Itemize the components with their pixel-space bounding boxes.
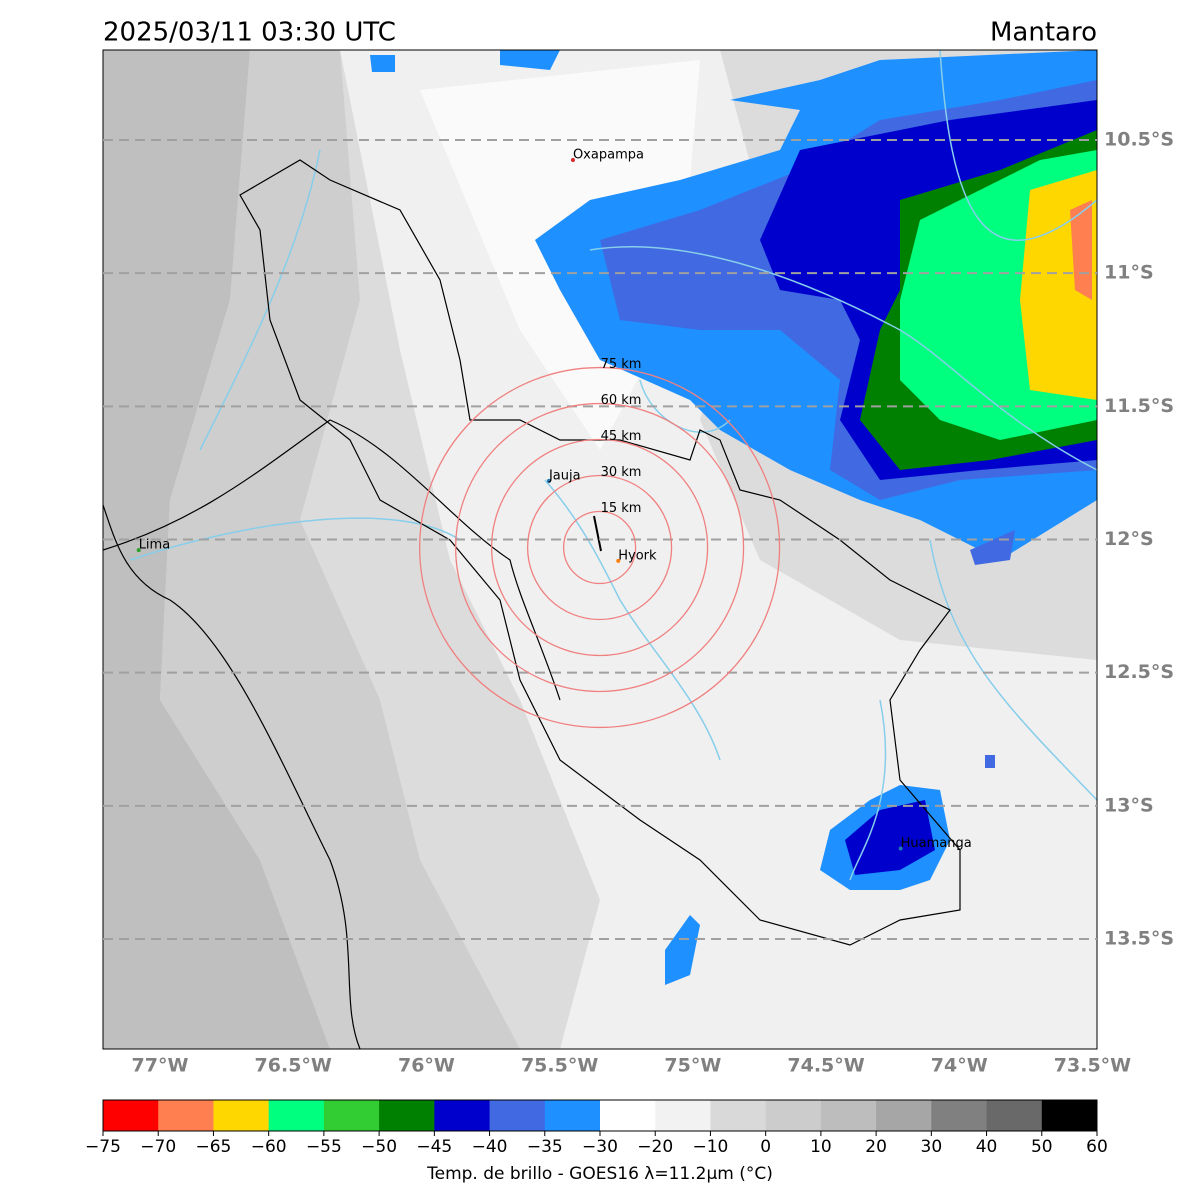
- region-name: Mantaro: [990, 18, 1097, 48]
- lon-tick-label: 76°W: [398, 1055, 455, 1077]
- range-ring: [562, 510, 637, 585]
- colorbar-tick-label: 50: [1031, 1137, 1053, 1157]
- lat-tick-label: 10.5°S: [1104, 129, 1174, 151]
- colorbar-tick-label: 30: [921, 1137, 943, 1157]
- colorbar-tick-label: −30: [582, 1137, 618, 1157]
- ring-label: 15 km: [601, 501, 642, 516]
- colorbar-tick-label: −75: [85, 1137, 121, 1157]
- lat-tick-label: 13°S: [1104, 794, 1154, 816]
- lat-tick-label: 13.5°S: [1104, 928, 1174, 950]
- colorbar-bin: [103, 1100, 159, 1131]
- colorbar-tick-label: −10: [692, 1137, 728, 1157]
- colorbar-tick-label: 60: [1086, 1137, 1108, 1157]
- city-label: Oxapampa: [573, 147, 644, 162]
- colorbar-bin: [600, 1100, 656, 1131]
- colorbar-bin: [158, 1100, 214, 1131]
- colorbar-bin: [213, 1100, 270, 1131]
- colorbar-bin: [544, 1100, 601, 1131]
- city-marker: [616, 558, 621, 563]
- range-ring: [526, 474, 673, 621]
- ring-label: 30 km: [601, 465, 642, 480]
- lon-tick-label: 74°W: [931, 1055, 988, 1077]
- lat-tick-label: 12.5°S: [1104, 661, 1174, 683]
- city-label: Lima: [139, 538, 170, 553]
- colorbar-tick-label: −20: [637, 1137, 673, 1157]
- city-marker: [898, 846, 903, 851]
- lon-tick-label: 77°W: [132, 1055, 189, 1077]
- city-label: Hyork: [618, 548, 657, 563]
- colorbar-tick-label: −45: [416, 1137, 452, 1157]
- city-marker: [546, 478, 551, 483]
- colorbar-bin: [1041, 1100, 1098, 1131]
- city-marker: [570, 157, 575, 162]
- colorbar-bin: [434, 1100, 491, 1131]
- colorbar-label: Temp. de brillo - GOES16 λ=11.2μm (°C): [426, 1164, 773, 1184]
- ring-label: 45 km: [601, 429, 642, 444]
- lon-tick-label: 73.5°W: [1054, 1055, 1131, 1077]
- colorbar-tick-label: −50: [361, 1137, 397, 1157]
- colorbar-tick-label: −60: [251, 1137, 287, 1157]
- lon-tick-label: 74.5°W: [787, 1055, 864, 1077]
- city-label: Huamanga: [901, 836, 972, 851]
- colorbar-tick-label: 20: [865, 1137, 887, 1157]
- colorbar-tick-label: 0: [760, 1137, 771, 1157]
- colorbar-bin: [765, 1100, 822, 1131]
- title: 2025/03/11 03:30 UTC: [103, 18, 396, 48]
- colorbar-bin: [268, 1100, 325, 1131]
- ring-label: 60 km: [601, 393, 642, 408]
- city-label: Jauja: [548, 468, 581, 483]
- colorbar-bin: [655, 1100, 711, 1131]
- colorbar-tick-label: −55: [306, 1137, 342, 1157]
- satellite-image: [103, 50, 1097, 1049]
- range-ring: [490, 438, 709, 657]
- colorbar-tick-label: −35: [527, 1137, 563, 1157]
- colorbar-tick-label: 10: [810, 1137, 832, 1157]
- lat-tick-label: 11°S: [1104, 262, 1154, 284]
- colorbar-bin: [876, 1100, 932, 1131]
- colorbar-tick-label: −40: [472, 1137, 508, 1157]
- range-ring: [454, 402, 745, 693]
- colorbar-bin: [323, 1100, 380, 1131]
- colorbar-bin: [710, 1100, 767, 1131]
- lon-tick-label: 75°W: [664, 1055, 721, 1077]
- colorbar-bin: [489, 1100, 546, 1131]
- colorbar-bin: [986, 1100, 1043, 1131]
- colorbar-bin: [931, 1100, 988, 1131]
- lon-tick-label: 76.5°W: [255, 1055, 332, 1077]
- colorbar-tick-label: 40: [976, 1137, 998, 1157]
- city-marker: [136, 548, 141, 553]
- colorbar-bin: [820, 1100, 877, 1131]
- lon-tick-label: 75.5°W: [521, 1055, 598, 1077]
- ring-label: 75 km: [601, 357, 642, 372]
- colorbar-tick-label: −65: [195, 1137, 231, 1157]
- range-ring: [418, 366, 781, 729]
- map-frame: [102, 49, 1098, 1050]
- colorbar-bin: [379, 1100, 435, 1131]
- colorbar-tick-label: −70: [140, 1137, 176, 1157]
- lat-tick-label: 12°S: [1104, 528, 1154, 550]
- lat-tick-label: 11.5°S: [1104, 395, 1174, 417]
